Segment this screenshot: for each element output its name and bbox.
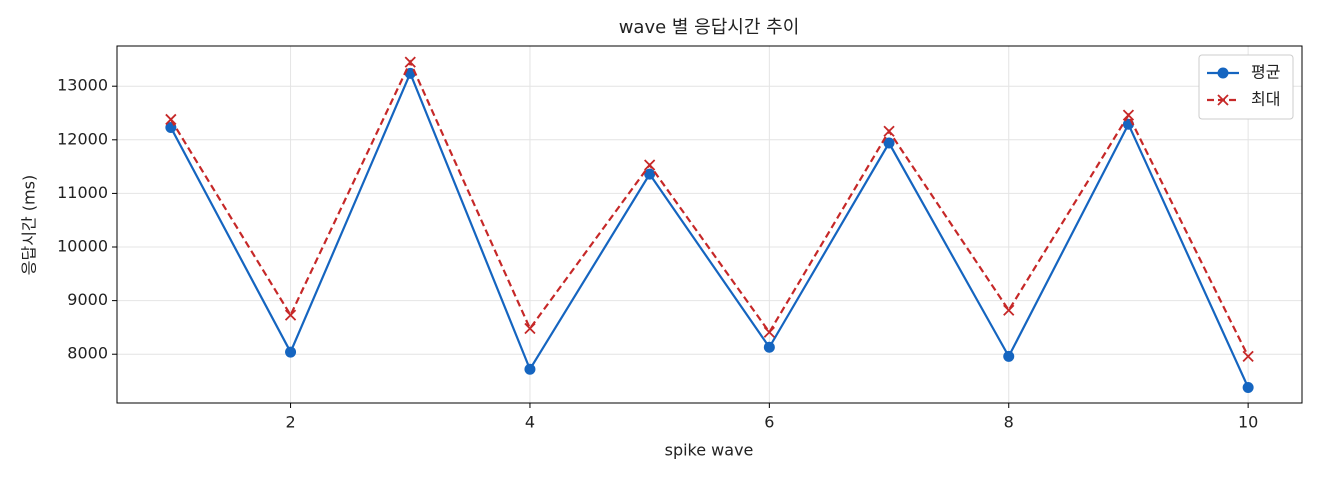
y-tick-label: 11000 — [57, 183, 108, 202]
data-point — [883, 125, 895, 137]
data-point — [524, 363, 536, 375]
x-tick-label: 10 — [1238, 413, 1258, 432]
data-point — [763, 341, 775, 353]
data-point — [644, 159, 656, 171]
data-point — [284, 309, 297, 321]
chart-title: wave 별 응답시간 추이 — [619, 17, 800, 38]
series-line — [169, 59, 1250, 357]
x-tick-label: 4 — [525, 413, 535, 432]
plot-frame — [116, 45, 1303, 404]
data-point — [1003, 350, 1015, 362]
y-axis-label: 응답시간 (ms) — [20, 175, 39, 275]
y-tick-label: 12000 — [57, 129, 108, 148]
data-point — [1122, 109, 1135, 121]
y-tick-label: 8000 — [67, 344, 108, 363]
legend-marker — [1217, 94, 1229, 106]
data-point — [165, 113, 177, 126]
data-point — [1003, 304, 1015, 316]
x-axis-label: spike wave — [665, 441, 754, 460]
data-point — [1242, 350, 1254, 363]
legend-label: 최대 — [1251, 90, 1280, 109]
y-tick-label: 13000 — [57, 76, 108, 95]
series-line — [169, 70, 1250, 388]
data-point — [763, 326, 775, 338]
data-point — [404, 56, 416, 68]
y-tick-label: 10000 — [57, 237, 108, 256]
data-point — [524, 322, 536, 335]
data-point — [1242, 381, 1254, 393]
data-point — [285, 346, 297, 358]
x-tick-label: 6 — [764, 413, 774, 432]
x-tick-label: 2 — [285, 413, 295, 432]
data-point — [644, 168, 656, 180]
x-tick-label: 8 — [1004, 413, 1014, 432]
legend-marker — [1217, 67, 1229, 79]
y-tick-label: 9000 — [67, 290, 108, 309]
data-point — [883, 137, 895, 149]
legend-label: 평균 — [1251, 63, 1280, 82]
